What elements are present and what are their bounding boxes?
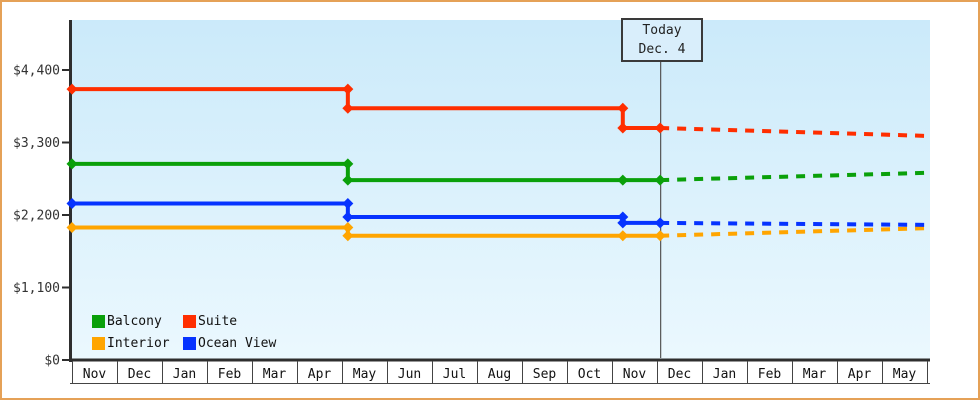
- series-interior: [66, 222, 928, 242]
- plot-background: [72, 20, 930, 360]
- data-point-marker: [66, 222, 78, 234]
- month-label: Dec: [668, 367, 691, 382]
- y-axis: $0 $1,100 $2,200 $3,300 $4,400: [13, 20, 72, 369]
- data-point-marker: [342, 211, 354, 223]
- legend-item-balcony: Balcony: [92, 314, 183, 329]
- data-point-marker: [342, 230, 354, 242]
- data-point-marker: [617, 230, 629, 242]
- y-tick-label: $1,100: [13, 281, 60, 296]
- month-label: Apr: [848, 367, 872, 382]
- data-point-marker: [617, 217, 629, 229]
- data-point-marker: [342, 158, 354, 170]
- month-label: Sep: [533, 367, 557, 382]
- month-label: Aug: [488, 367, 511, 382]
- month-label: Mar: [803, 367, 827, 382]
- data-point-marker: [342, 102, 354, 114]
- month-label: Jan: [173, 367, 196, 382]
- today-annotation-date: Dec. 4: [638, 42, 686, 57]
- month-label: Nov: [623, 367, 647, 382]
- series-balcony: [66, 158, 928, 186]
- y-tick-label: $3,300: [13, 136, 60, 151]
- month-label: Oct: [578, 367, 601, 382]
- month-label: May: [893, 367, 917, 382]
- legend-label: Interior: [107, 336, 170, 351]
- data-point-marker: [66, 83, 78, 95]
- suite-swatch-icon: [183, 315, 196, 328]
- month-label: Apr: [308, 367, 332, 382]
- data-point-marker: [342, 222, 354, 234]
- legend: Balcony Suite Interior Ocean View: [92, 314, 276, 351]
- data-point-marker: [342, 83, 354, 95]
- today-annotation-title: Today: [642, 23, 682, 38]
- data-point-marker: [342, 174, 354, 186]
- month-label: Jan: [713, 367, 736, 382]
- data-point-marker: [66, 197, 78, 209]
- data-point-marker: [66, 158, 78, 170]
- data-point-marker: [654, 174, 666, 186]
- data-point-marker: [617, 122, 629, 134]
- today-annotation-box: Today Dec. 4: [621, 18, 703, 62]
- y-tick-label: $4,400: [13, 64, 60, 79]
- month-label: Feb: [758, 367, 782, 382]
- interior-swatch-icon: [92, 337, 105, 350]
- month-label: Mar: [263, 367, 287, 382]
- balcony-swatch-icon: [92, 315, 105, 328]
- month-label: Nov: [83, 367, 107, 382]
- y-tick-label: $2,200: [13, 209, 60, 224]
- legend-label: Balcony: [107, 314, 162, 329]
- legend-item-suite: Suite: [183, 314, 276, 329]
- data-point-marker: [654, 230, 666, 242]
- data-point-marker: [617, 211, 629, 223]
- ocean-view-swatch-icon: [183, 337, 196, 350]
- month-label: May: [353, 367, 377, 382]
- data-point-marker: [617, 102, 629, 114]
- legend-label: Suite: [198, 314, 238, 329]
- month-label: Dec: [128, 367, 151, 382]
- y-tick-label: $0: [44, 354, 60, 369]
- x-axis: Nov Dec Jan Feb Mar Apr May Jun Jul Aug Sep Oct Nov D…: [69, 358, 930, 384]
- month-label: Jul: [443, 367, 466, 382]
- month-label: Feb: [218, 367, 242, 382]
- data-point-marker: [654, 217, 666, 229]
- data-point-marker: [617, 174, 629, 186]
- legend-label: Ocean View: [198, 336, 277, 351]
- data-point-marker: [654, 122, 666, 134]
- data-point-marker: [342, 197, 354, 209]
- month-label: Jun: [398, 367, 421, 382]
- legend-item-ocean-view: Ocean View: [183, 336, 276, 351]
- legend-item-interior: Interior: [92, 336, 183, 351]
- series-ocean-view: [66, 197, 928, 229]
- series-suite: [66, 83, 928, 138]
